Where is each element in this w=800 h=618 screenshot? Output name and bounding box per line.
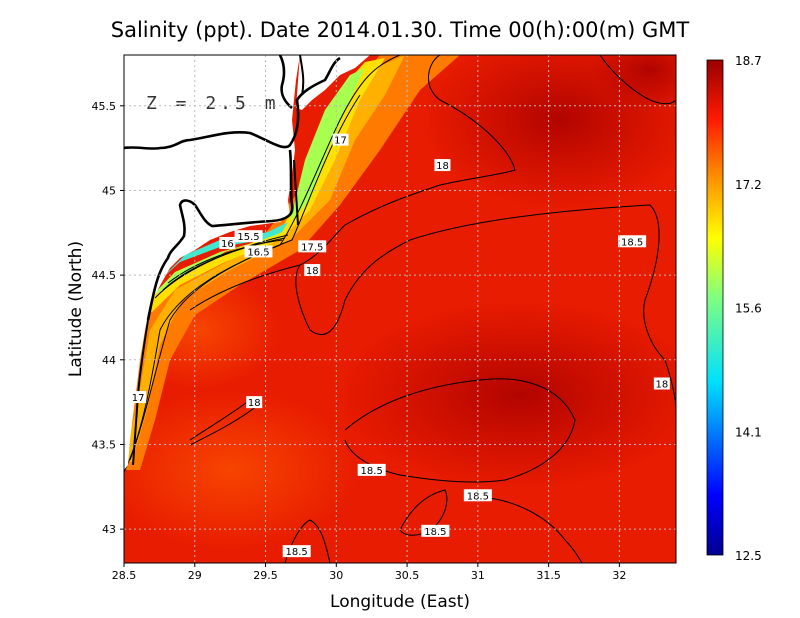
coastline <box>278 55 293 109</box>
contour-label-text: 17.5 <box>301 242 323 253</box>
lower-salinity-region <box>124 390 360 550</box>
contour-line <box>129 94 361 461</box>
y-axis-title: Latitude (North) <box>66 241 86 377</box>
x-tick-label: 31.5 <box>536 569 561 582</box>
y-tick-label: 45 <box>102 184 116 197</box>
contour-label-text: 18 <box>436 161 449 172</box>
contour-label-text: 18.5 <box>621 237 643 248</box>
contour-label-box <box>282 545 311 558</box>
y-tick-label: 45.5 <box>92 100 117 113</box>
contour-label: 18 <box>304 264 321 277</box>
x-tick-label: 28.5 <box>112 569 137 582</box>
contour-label: 16 <box>219 236 236 250</box>
x-tick-label: 32 <box>612 569 626 582</box>
contour-label: 16.5 <box>244 245 273 258</box>
contour-label-text: 15.5 <box>237 232 259 243</box>
colorbar-labels: 18.7 17.2 15.6 14.1 12.5 <box>735 54 762 563</box>
high-salinity-region <box>590 55 676 110</box>
contour-label-text: 17 <box>132 393 145 404</box>
contour-label: 18 <box>434 159 451 172</box>
contour-label-box <box>421 524 450 537</box>
contour-label: 18.5 <box>618 235 647 248</box>
coastline <box>124 56 341 150</box>
contour-line <box>399 489 448 536</box>
y-tick-label: 44.5 <box>92 269 117 282</box>
contour-label-text: 18.5 <box>361 466 383 477</box>
x-tick-label: 30 <box>329 569 343 582</box>
contour-label-box <box>130 391 147 404</box>
contour-label-box <box>244 245 273 258</box>
plot-frame <box>123 54 677 564</box>
colorbar-tick-label: 12.5 <box>735 549 762 563</box>
colorbar-tick-label: 15.6 <box>735 302 762 316</box>
contour-label-box <box>246 396 263 409</box>
x-tick-label: 29 <box>188 569 202 582</box>
land-area <box>296 55 370 110</box>
chart-title: Salinity (ppt). Date 2014.01.30. Time 00… <box>111 18 690 42</box>
contour-label: 18 <box>246 396 263 409</box>
contour-label-text: 18 <box>655 380 668 391</box>
x-tick-label: 31 <box>471 569 485 582</box>
contour-line <box>599 55 676 105</box>
contour-label: 18.5 <box>357 463 386 477</box>
land-mass <box>124 55 370 470</box>
contour-label: 17 <box>130 391 147 404</box>
plot-area: 17 18 15.516 16.5 17.5 18 18.5 17 18 18 18.5 18.5 18… <box>124 55 676 563</box>
contour-label: 17.5 <box>298 240 327 253</box>
colorbar: 18.7 17.2 15.6 14.1 12.5 <box>706 54 762 563</box>
contour-label-box <box>298 240 327 253</box>
colorbar-tick-label: 14.1 <box>735 425 762 439</box>
colorbar-tick-label: 17.2 <box>735 178 762 192</box>
contour-label: 18.5 <box>282 545 311 558</box>
contour-label-text: 18.5 <box>424 527 446 538</box>
plume-band-15-5 <box>150 68 365 298</box>
x-tick-label: 30.5 <box>395 569 420 582</box>
contour-label-box <box>234 230 263 243</box>
y-tick-label: 43 <box>102 523 116 536</box>
contour-label-box <box>304 264 321 277</box>
coastline <box>293 159 299 226</box>
contour-line <box>167 239 283 284</box>
contour-line <box>344 378 576 483</box>
contour-label-text: 18.5 <box>286 547 308 558</box>
colorbar-gradient <box>706 59 724 556</box>
contour-line <box>295 204 676 411</box>
x-axis: 28.5 29 29.5 30 30.5 31 31.5 32 <box>112 563 626 582</box>
contour-label-text: 18 <box>306 266 319 277</box>
y-tick-label: 44 <box>102 354 116 367</box>
coastline <box>146 149 294 321</box>
x-tick-label: 29.5 <box>253 569 278 582</box>
contour-label-box <box>434 159 451 172</box>
contour-label-text: 17 <box>334 136 347 147</box>
contour-label-text: 18 <box>248 398 261 409</box>
contour-label: 18.5 <box>421 524 450 538</box>
contour-label-box <box>219 236 236 249</box>
y-axis: 43 43.5 44 44.5 45 45.5 <box>92 100 124 536</box>
land-area <box>124 55 300 470</box>
coastline <box>299 55 305 96</box>
x-axis-title: Longitude (East) <box>330 592 470 612</box>
contour-label: 17 <box>332 133 349 147</box>
contour-line <box>189 55 516 311</box>
y-tick-label: 43.5 <box>92 438 117 451</box>
contour-label-text: 16 <box>221 239 234 250</box>
colorbar-tick-label: 18.7 <box>735 54 762 68</box>
contour-label-box <box>618 235 647 248</box>
grid-lines <box>124 55 676 563</box>
contour-label-text: 16.5 <box>247 247 269 258</box>
contour-label: 15.5 <box>234 230 263 243</box>
high-salinity-region <box>335 300 676 490</box>
contour-label: 18 <box>653 377 670 391</box>
depth-label: Z = 2.5 m <box>146 93 280 114</box>
contour-label-box <box>653 377 670 390</box>
contour-label-box <box>357 463 386 476</box>
contour-line <box>479 496 583 563</box>
